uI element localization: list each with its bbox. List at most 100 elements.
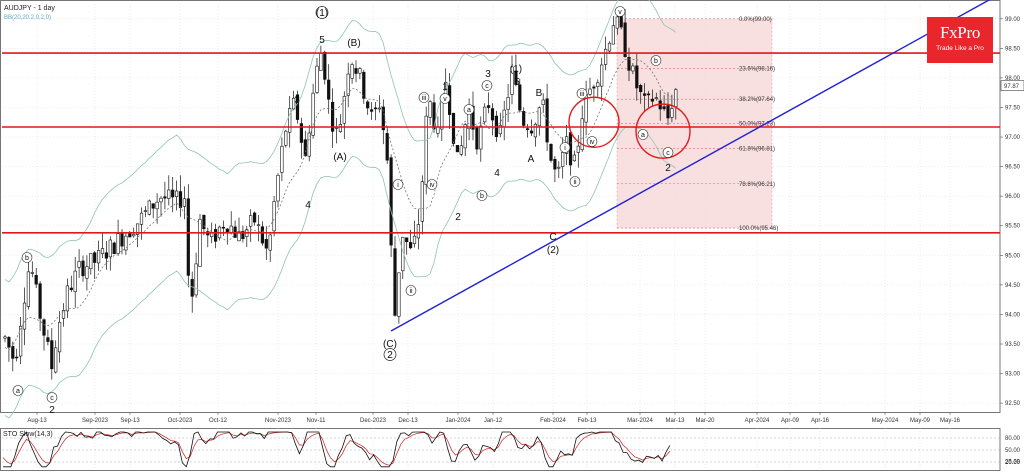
bear-candle: [592, 86, 596, 89]
bear-candle: [34, 275, 38, 285]
x-tick-label: May-2024: [872, 418, 899, 424]
bear-candle: [451, 112, 456, 144]
bear-candle: [354, 68, 358, 74]
bull-candle: [26, 271, 31, 307]
x-tick-label: Apr-09: [781, 418, 800, 424]
bull-candle: [256, 224, 261, 227]
wave-label: 1: [442, 82, 448, 93]
wave-label: (B): [347, 38, 360, 49]
wave-label: (C): [383, 339, 397, 350]
bull-candle: [311, 92, 315, 136]
bull-candle: [350, 64, 354, 79]
wave-label: a: [467, 107, 471, 114]
bull-candle: [631, 65, 635, 72]
y-tick-label: 93.50: [1005, 342, 1021, 348]
wave-label: i: [564, 145, 566, 152]
bear-candle: [46, 337, 50, 342]
candles: [3, 9, 678, 380]
bear-candle: [525, 128, 530, 130]
bear-candle: [264, 239, 268, 249]
oscillator-tick-label: 20.00: [1005, 460, 1021, 466]
bull-candle: [280, 145, 284, 173]
bull-candle: [175, 190, 179, 197]
bear-candle: [385, 132, 389, 161]
bear-candle: [120, 233, 124, 247]
current-price-tag: [1000, 80, 1024, 91]
bull-candle: [3, 336, 7, 339]
wave-label: b: [654, 58, 658, 65]
bear-candle: [662, 106, 666, 110]
bear-candle: [112, 242, 116, 255]
bull-candle: [194, 263, 198, 296]
wave-label: (1): [316, 8, 328, 19]
bull-candle: [30, 272, 34, 274]
bear-candle: [69, 287, 73, 291]
wave-label: 4: [305, 200, 311, 211]
bear-candle: [432, 102, 436, 130]
wave-label-circle: [12, 385, 24, 396]
wave-label: c: [666, 150, 670, 157]
bull-candle: [73, 270, 77, 293]
bull-candle: [576, 145, 580, 153]
y-tick-label: 92.50: [1005, 401, 1021, 407]
bear-candle: [178, 191, 183, 208]
x-tick-label: Sep-2023: [82, 418, 109, 424]
wave-label: 2: [665, 163, 671, 174]
bear-candle: [545, 98, 549, 143]
x-tick-label: Aug-13: [27, 418, 47, 424]
bull-candle: [288, 108, 292, 133]
wave-label-circle: [426, 179, 438, 190]
stochastic-main-line: [3, 431, 671, 468]
bear-candle: [642, 93, 647, 96]
bear-candle: [522, 111, 526, 126]
bear-candle: [408, 242, 413, 249]
wave-label: v: [443, 96, 447, 103]
bear-candle: [623, 22, 627, 57]
bear-candle: [221, 226, 226, 229]
bull-candle: [428, 101, 432, 118]
bull-candle: [611, 25, 615, 45]
bull-candle: [116, 233, 120, 254]
bull-candle: [654, 97, 658, 99]
bull-candle: [155, 201, 159, 210]
wave-label-circle: [439, 93, 451, 104]
bull-candle: [397, 272, 401, 317]
bull-candle: [483, 106, 487, 123]
wave-label: (2): [547, 245, 559, 256]
wave-label-circle: [476, 190, 488, 201]
bear-candle: [42, 319, 46, 336]
wave-label: 4: [494, 168, 500, 179]
bear-candle: [650, 98, 654, 102]
y-tick-label: 95.00: [1005, 253, 1021, 259]
wave-label: iv: [589, 139, 595, 146]
bull-candle: [346, 73, 350, 96]
bear-candle: [38, 283, 42, 319]
bull-candle: [596, 82, 600, 87]
wave-label-circle: [481, 80, 493, 91]
bear-candle: [389, 157, 393, 246]
y-tick-label: 94.50: [1005, 283, 1021, 289]
main-plot-frame: [0, 0, 1001, 413]
bear-candle: [518, 84, 522, 111]
wave-label: iii: [422, 95, 427, 102]
bull-candle: [607, 42, 612, 52]
indicator-label: BB(20,20.2,0,2,0): [4, 15, 51, 21]
bull-candle: [424, 115, 428, 185]
wave-label-circle: [315, 6, 329, 19]
bear-candle: [190, 279, 194, 297]
bull-candle: [132, 234, 136, 237]
bull-candle: [249, 215, 253, 227]
bear-candle: [627, 57, 631, 71]
wave-label: B: [536, 88, 543, 99]
y-tick-label: 98.00: [1005, 76, 1021, 82]
bull-candle: [412, 235, 417, 245]
x-tick-label: Apr-2024: [745, 418, 770, 424]
bull-candle: [276, 174, 280, 202]
bull-candle: [498, 125, 502, 135]
bull-candle: [342, 95, 346, 124]
bull-candle: [588, 88, 592, 95]
fibonacci-level-label: 100.0%(95.46): [739, 226, 778, 232]
bull-candle: [440, 99, 444, 130]
bear-candle: [15, 356, 19, 359]
